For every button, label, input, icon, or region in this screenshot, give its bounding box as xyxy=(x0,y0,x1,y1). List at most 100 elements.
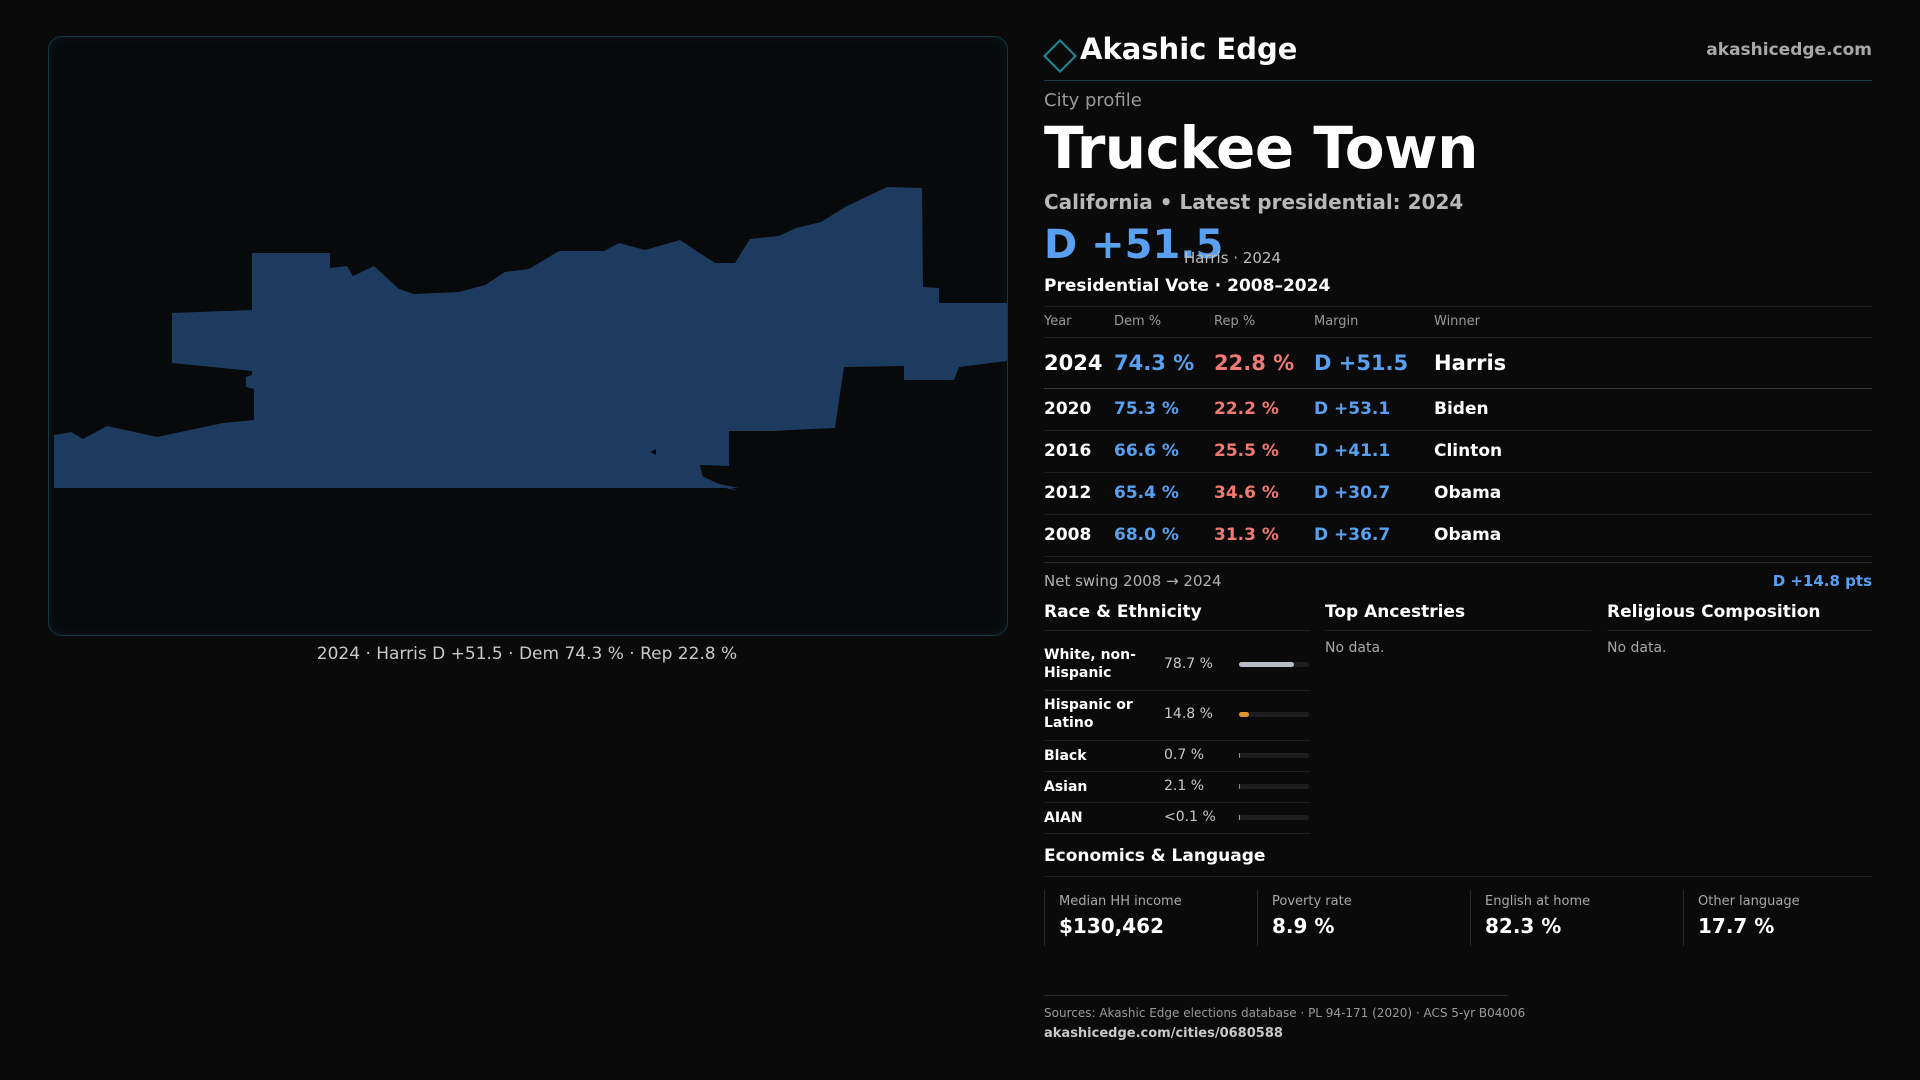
econ-value: 8.9 % xyxy=(1272,914,1335,938)
race-bar-fill xyxy=(1239,662,1295,667)
religion-section-title: Religious Composition xyxy=(1607,602,1872,631)
page-title: Truckee Town xyxy=(1044,114,1478,182)
map-panel xyxy=(48,36,1008,636)
race-row: AIAN <0.1 % xyxy=(1044,802,1310,834)
ancestries-section-title: Top Ancestries xyxy=(1325,602,1591,631)
page-url-link[interactable]: akashicedge.com/cities/0680588 xyxy=(1044,1026,1283,1041)
race-pct: 14.8 % xyxy=(1164,706,1213,722)
net-swing-label: Net swing 2008 → 2024 xyxy=(1044,572,1222,590)
city-boundary-shape xyxy=(54,187,1007,491)
col-dem: Dem % xyxy=(1114,314,1162,329)
religion-empty: No data. xyxy=(1607,640,1667,656)
race-bar-fill xyxy=(1239,784,1241,789)
race-pct: 2.1 % xyxy=(1164,778,1205,794)
vote-dem: 74.3 % xyxy=(1114,351,1195,375)
race-label: AIAN xyxy=(1044,810,1083,826)
vote-row: 2024 74.3 % 22.8 % D +51.5 Harris xyxy=(1044,338,1872,389)
header: Akashic Edge akashicedge.com xyxy=(1043,30,1872,81)
race-bar-track xyxy=(1239,784,1309,789)
sources-divider xyxy=(1044,995,1508,996)
econ-stat-other-language: Other language 17.7 % xyxy=(1683,890,1873,946)
econ-stat-poverty: Poverty rate 8.9 % xyxy=(1257,890,1470,946)
vote-margin: D +53.1 xyxy=(1314,399,1391,419)
page-subtitle: California • Latest presidential: 2024 xyxy=(1044,190,1464,214)
vote-year: 2008 xyxy=(1044,525,1092,545)
col-winner: Winner xyxy=(1434,314,1481,329)
econ-label: Other language xyxy=(1698,894,1800,909)
col-margin: Margin xyxy=(1314,314,1359,329)
vote-margin: D +51.5 xyxy=(1314,351,1409,375)
vote-section-title: Presidential Vote · 2008–2024 xyxy=(1044,276,1331,296)
vote-winner: Clinton xyxy=(1434,441,1503,461)
vote-winner: Harris xyxy=(1434,351,1507,375)
econ-value: 82.3 % xyxy=(1485,914,1562,938)
city-boundary-map xyxy=(54,187,1007,491)
econ-stat-income: Median HH income $130,462 xyxy=(1044,890,1257,946)
race-bar-track xyxy=(1239,753,1309,758)
vote-row: 2016 66.6 % 25.5 % D +41.1 Clinton xyxy=(1044,431,1872,473)
map-caption: 2024 · Harris D +51.5 · Dem 74.3 % · Rep… xyxy=(316,644,738,664)
vote-margin: D +30.7 xyxy=(1314,483,1391,503)
econ-value: $130,462 xyxy=(1059,914,1165,938)
vote-winner: Biden xyxy=(1434,399,1489,419)
logo-diamond-icon xyxy=(1043,39,1077,73)
sources-text: Sources: Akashic Edge elections database… xyxy=(1044,1006,1526,1020)
econ-value: 17.7 % xyxy=(1698,914,1775,938)
race-bar-track xyxy=(1239,662,1309,667)
race-label: Hispanic or Latino xyxy=(1044,697,1133,731)
race-bar-fill xyxy=(1239,753,1240,758)
race-label: White, non-Hispanic xyxy=(1044,647,1136,681)
race-pct: <0.1 % xyxy=(1164,809,1216,825)
site-link[interactable]: akashicedge.com xyxy=(1706,40,1872,60)
vote-table: Year Dem % Rep % Margin Winner 2024 74.3… xyxy=(1044,306,1872,557)
econ-label: Median HH income xyxy=(1059,894,1182,909)
economics-section-title: Economics & Language xyxy=(1044,846,1266,866)
race-row: Hispanic or Latino 14.8 % xyxy=(1044,690,1310,741)
race-row: Black 0.7 % xyxy=(1044,740,1310,772)
race-label: Asian xyxy=(1044,779,1088,795)
vote-year: 2012 xyxy=(1044,483,1092,503)
brand-name: Akashic Edge xyxy=(1080,32,1298,66)
econ-label: English at home xyxy=(1485,894,1591,909)
vote-rep: 22.8 % xyxy=(1214,351,1295,375)
latest-margin: D +51.5 xyxy=(1044,222,1224,268)
race-bar-fill xyxy=(1239,712,1250,717)
vote-row: 2012 65.4 % 34.6 % D +30.7 Obama xyxy=(1044,473,1872,515)
vote-rep: 34.6 % xyxy=(1214,483,1279,503)
col-rep: Rep % xyxy=(1214,314,1256,329)
vote-margin: D +36.7 xyxy=(1314,525,1391,545)
vote-rep: 31.3 % xyxy=(1214,525,1279,545)
vote-row: 2008 68.0 % 31.3 % D +36.7 Obama xyxy=(1044,515,1872,557)
col-year: Year xyxy=(1044,314,1072,329)
vote-margin: D +41.1 xyxy=(1314,441,1391,461)
race-pct: 78.7 % xyxy=(1164,656,1213,672)
vote-dem: 65.4 % xyxy=(1114,483,1179,503)
ancestries-empty: No data. xyxy=(1325,640,1385,656)
vote-winner: Obama xyxy=(1434,525,1502,545)
race-label: Black xyxy=(1044,748,1087,764)
latest-margin-note: Harris · 2024 xyxy=(1184,249,1282,267)
economics-divider xyxy=(1044,876,1872,877)
econ-label: Poverty rate xyxy=(1272,894,1352,909)
race-row: White, non-Hispanic 78.7 % xyxy=(1044,640,1310,691)
race-section-title: Race & Ethnicity xyxy=(1044,602,1310,631)
page-eyebrow: City profile xyxy=(1044,90,1142,111)
vote-dem: 66.6 % xyxy=(1114,441,1179,461)
vote-dem: 68.0 % xyxy=(1114,525,1179,545)
vote-year: 2024 xyxy=(1044,351,1103,375)
race-bar-track xyxy=(1239,712,1309,717)
vote-rep: 25.5 % xyxy=(1214,441,1279,461)
race-bar-track xyxy=(1239,815,1309,820)
vote-rep: 22.2 % xyxy=(1214,399,1279,419)
vote-winner: Obama xyxy=(1434,483,1502,503)
race-bar-fill xyxy=(1239,815,1240,820)
net-swing-value: D +14.8 pts xyxy=(1772,572,1872,590)
race-pct: 0.7 % xyxy=(1164,747,1205,763)
vote-table-header: Year Dem % Rep % Margin Winner xyxy=(1044,307,1872,338)
vote-year: 2020 xyxy=(1044,399,1092,419)
vote-year: 2016 xyxy=(1044,441,1092,461)
race-row: Asian 2.1 % xyxy=(1044,771,1310,803)
econ-stat-english: English at home 82.3 % xyxy=(1470,890,1683,946)
vote-dem: 75.3 % xyxy=(1114,399,1179,419)
vote-row: 2020 75.3 % 22.2 % D +53.1 Biden xyxy=(1044,389,1872,431)
